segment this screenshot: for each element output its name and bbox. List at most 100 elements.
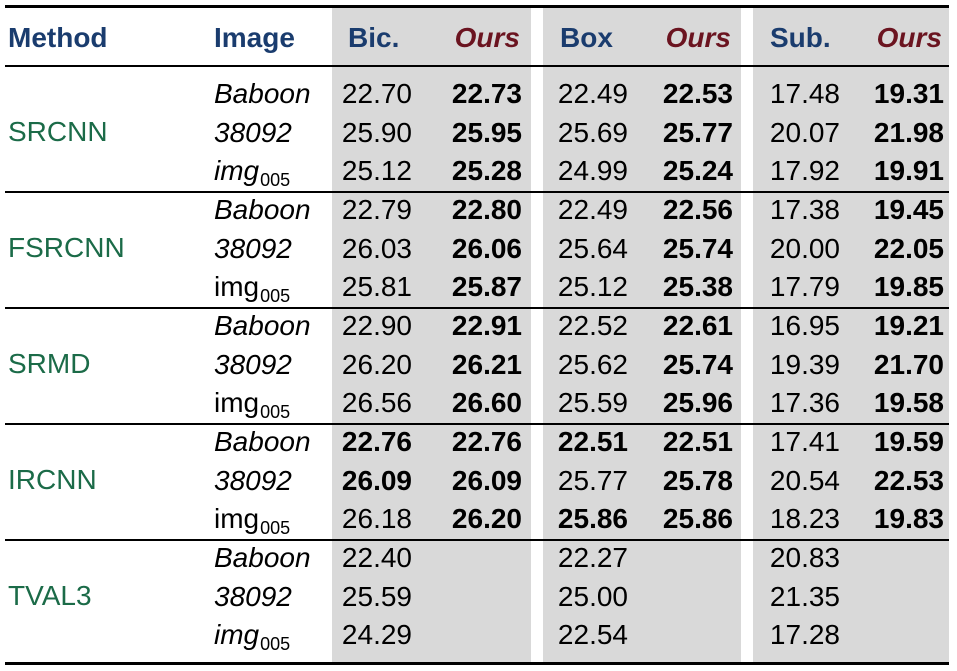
image-name-subscript: 005	[260, 286, 291, 306]
image-name-text: Baboon	[214, 542, 311, 573]
value-cell: 25.12	[557, 271, 628, 302]
image-name-text: Baboon	[214, 426, 311, 457]
bicubic-column-shade	[332, 7, 531, 665]
value-cell: 25.78	[662, 464, 733, 496]
header-box: Box	[560, 22, 613, 53]
value-cell: 25.62	[557, 348, 628, 380]
value-cell: 26.56	[341, 387, 412, 418]
value-cell: 26.09	[451, 464, 522, 496]
value-cell: 21.98	[873, 116, 944, 148]
image-name-text: img	[214, 271, 260, 302]
value-cell: 22.76	[341, 426, 412, 457]
value-cell: 20.54	[769, 464, 840, 496]
header-bicubic: Bic.	[348, 22, 400, 53]
value-cell: 17.28	[769, 619, 840, 650]
value-cell: 20.00	[769, 232, 840, 264]
value-cell: 22.53	[873, 464, 944, 496]
value-cell: 22.76	[451, 426, 522, 457]
value-cell	[623, 620, 733, 650]
image-name-text: Baboon	[214, 310, 311, 341]
value-cell: 22.90	[341, 310, 412, 341]
group-separator-rule	[5, 423, 949, 425]
value-cell: 25.59	[557, 387, 628, 418]
image-name-subscript: 005	[260, 518, 291, 538]
value-cell: 26.20	[341, 348, 412, 380]
value-cell: 24.29	[341, 619, 412, 650]
header-box-ours: Ours	[665, 22, 731, 53]
value-cell: 26.09	[341, 464, 412, 496]
image-name: img005	[214, 619, 290, 655]
image-name: 38092	[214, 580, 292, 612]
image-name: 38092	[214, 349, 292, 380]
value-cell: 25.95	[451, 116, 522, 148]
value-cell: 25.00	[557, 580, 628, 612]
top-rule	[5, 5, 949, 8]
value-cell: 17.41	[769, 426, 840, 457]
group-separator-rule	[5, 191, 949, 193]
value-cell: 22.52	[557, 310, 628, 341]
value-cell: 25.28	[451, 155, 522, 186]
image-name-text: 38092	[214, 580, 292, 612]
value-cell: 26.20	[451, 503, 522, 534]
value-cell: 24.99	[557, 155, 628, 186]
value-cell: 20.83	[769, 542, 840, 573]
image-name-text: 38092	[214, 232, 292, 264]
value-cell: 25.86	[662, 503, 733, 534]
value-cell: 19.91	[873, 155, 944, 186]
value-cell: 25.86	[557, 503, 628, 534]
value-cell: 22.49	[557, 194, 628, 225]
value-cell: 25.96	[662, 387, 733, 418]
group-separator-rule	[5, 307, 949, 309]
value-cell: 26.06	[451, 232, 522, 264]
image-name-text: img	[214, 387, 260, 418]
box-column-shade	[543, 7, 741, 665]
image-name: Baboon	[214, 195, 311, 225]
value-cell: 18.23	[769, 503, 840, 534]
value-cell: 22.91	[451, 310, 522, 341]
value-cell	[834, 582, 944, 612]
value-cell: 25.81	[341, 271, 412, 302]
value-cell: 19.39	[769, 348, 840, 380]
value-cell: 19.31	[873, 78, 944, 109]
value-cell: 22.73	[451, 78, 522, 109]
image-name: Baboon	[214, 543, 311, 573]
value-cell: 22.51	[557, 426, 628, 457]
value-cell: 22.61	[662, 310, 733, 341]
value-cell: 25.74	[662, 232, 733, 264]
value-cell: 22.27	[557, 542, 628, 573]
image-name: Baboon	[214, 311, 311, 341]
value-cell: 21.35	[769, 580, 840, 612]
value-cell	[412, 543, 522, 573]
image-name-text: Baboon	[214, 78, 311, 109]
value-cell	[834, 620, 944, 650]
bottom-rule	[5, 662, 949, 665]
group-separator-rule	[5, 539, 949, 541]
image-name-text: 38092	[214, 116, 292, 148]
subsample-column-shade	[753, 7, 949, 665]
image-name-text: img	[214, 619, 260, 650]
method-name: SRMD	[8, 348, 91, 379]
value-cell: 19.21	[873, 310, 944, 341]
image-name-subscript: 005	[260, 402, 291, 422]
image-name: 38092	[214, 232, 292, 264]
image-name-text: Baboon	[214, 194, 311, 225]
value-cell: 22.70	[341, 78, 412, 109]
value-cell: 16.95	[769, 310, 840, 341]
value-cell: 22.40	[341, 542, 412, 573]
value-cell: 17.38	[769, 194, 840, 225]
value-cell: 25.77	[557, 464, 628, 496]
value-cell: 25.90	[341, 116, 412, 148]
value-cell: 25.12	[341, 155, 412, 186]
value-cell: 26.60	[451, 387, 522, 418]
method-name: TVAL3	[8, 580, 92, 611]
value-cell: 22.56	[662, 194, 733, 225]
value-cell	[834, 543, 944, 573]
value-cell: 25.77	[662, 116, 733, 148]
value-cell: 22.80	[451, 194, 522, 225]
value-cell: 22.05	[873, 232, 944, 264]
header-rule	[5, 65, 949, 67]
value-cell: 22.51	[662, 426, 733, 457]
value-cell: 21.70	[873, 348, 944, 380]
image-name: 38092	[214, 116, 292, 148]
image-name-text: img	[214, 155, 260, 186]
